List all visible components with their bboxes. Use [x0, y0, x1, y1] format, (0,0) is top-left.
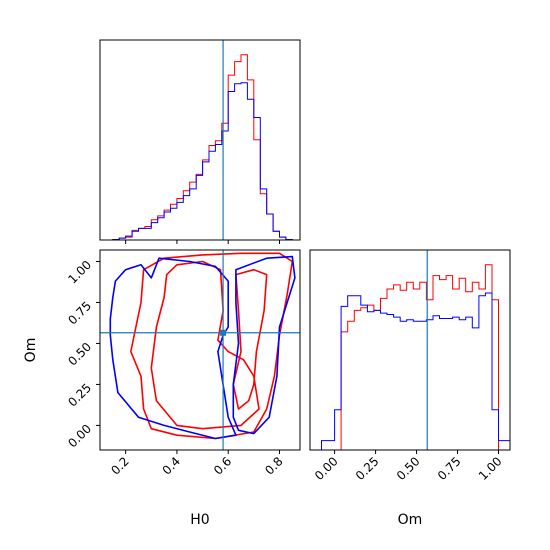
om-xtick-label-3: 0.50 [394, 454, 423, 483]
om-xtick-label-4: 0.75 [435, 454, 464, 483]
contour-frame [99, 249, 301, 451]
om-ytick-label-1: 0.00 [65, 422, 94, 451]
om-ytick-label-3: 0.50 [65, 340, 94, 369]
om-marginal-histogram: 0.00 0.25 0.50 0.75 1.00 [309, 249, 511, 483]
h0-xtick-label-4: 0.8 [262, 454, 285, 477]
om-xtick-label-5: 1.00 [476, 454, 505, 483]
h0-histogram-series-1 [112, 54, 293, 240]
contour-line-1 [130, 252, 294, 440]
h0-xtick-label-1: 0.2 [108, 454, 131, 477]
om-ytick-label-4: 0.75 [65, 299, 94, 328]
contour-line-2 [150, 260, 260, 430]
y-axis-label-om: Om [23, 338, 39, 363]
h0-xtick-label-3: 0.6 [211, 454, 234, 477]
om-histogram-series-1 [321, 264, 510, 451]
joint-truth-marker [220, 329, 227, 336]
x-axis-label-h0: H0 [190, 512, 209, 528]
h0-marginal-histogram [99, 39, 301, 244]
om-xtick-label-1: 0.00 [312, 454, 341, 483]
h0-histogram-frame [99, 39, 301, 241]
h0-histogram-series-2 [112, 82, 293, 240]
contour-line-4 [109, 257, 237, 440]
om-histogram-series-2 [321, 292, 511, 450]
h0-xtick-label-2: 0.4 [160, 454, 183, 477]
contour-line-3 [232, 268, 268, 410]
om-xtick-label-2: 0.25 [353, 454, 382, 483]
om-ytick-label-5: 1.00 [65, 258, 94, 287]
contour-line-5 [232, 255, 296, 435]
h0-om-contour-panel: 0.2 0.4 0.6 0.8 0.00 0.25 0.50 0.75 1.00 [65, 249, 301, 478]
om-ytick-label-2: 0.25 [65, 381, 94, 410]
x-axis-label-om: Om [398, 512, 423, 528]
om-histogram-frame [309, 249, 511, 451]
